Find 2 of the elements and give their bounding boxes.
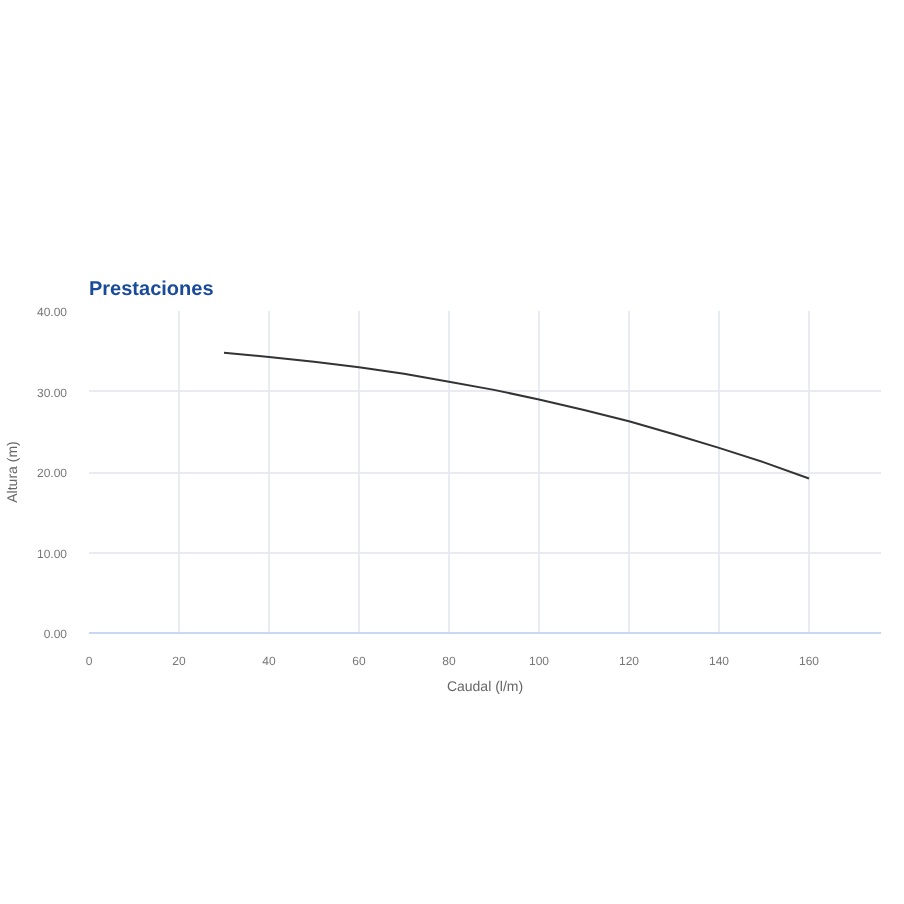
chart-title: Prestaciones <box>89 279 215 301</box>
line-series <box>223 351 810 480</box>
